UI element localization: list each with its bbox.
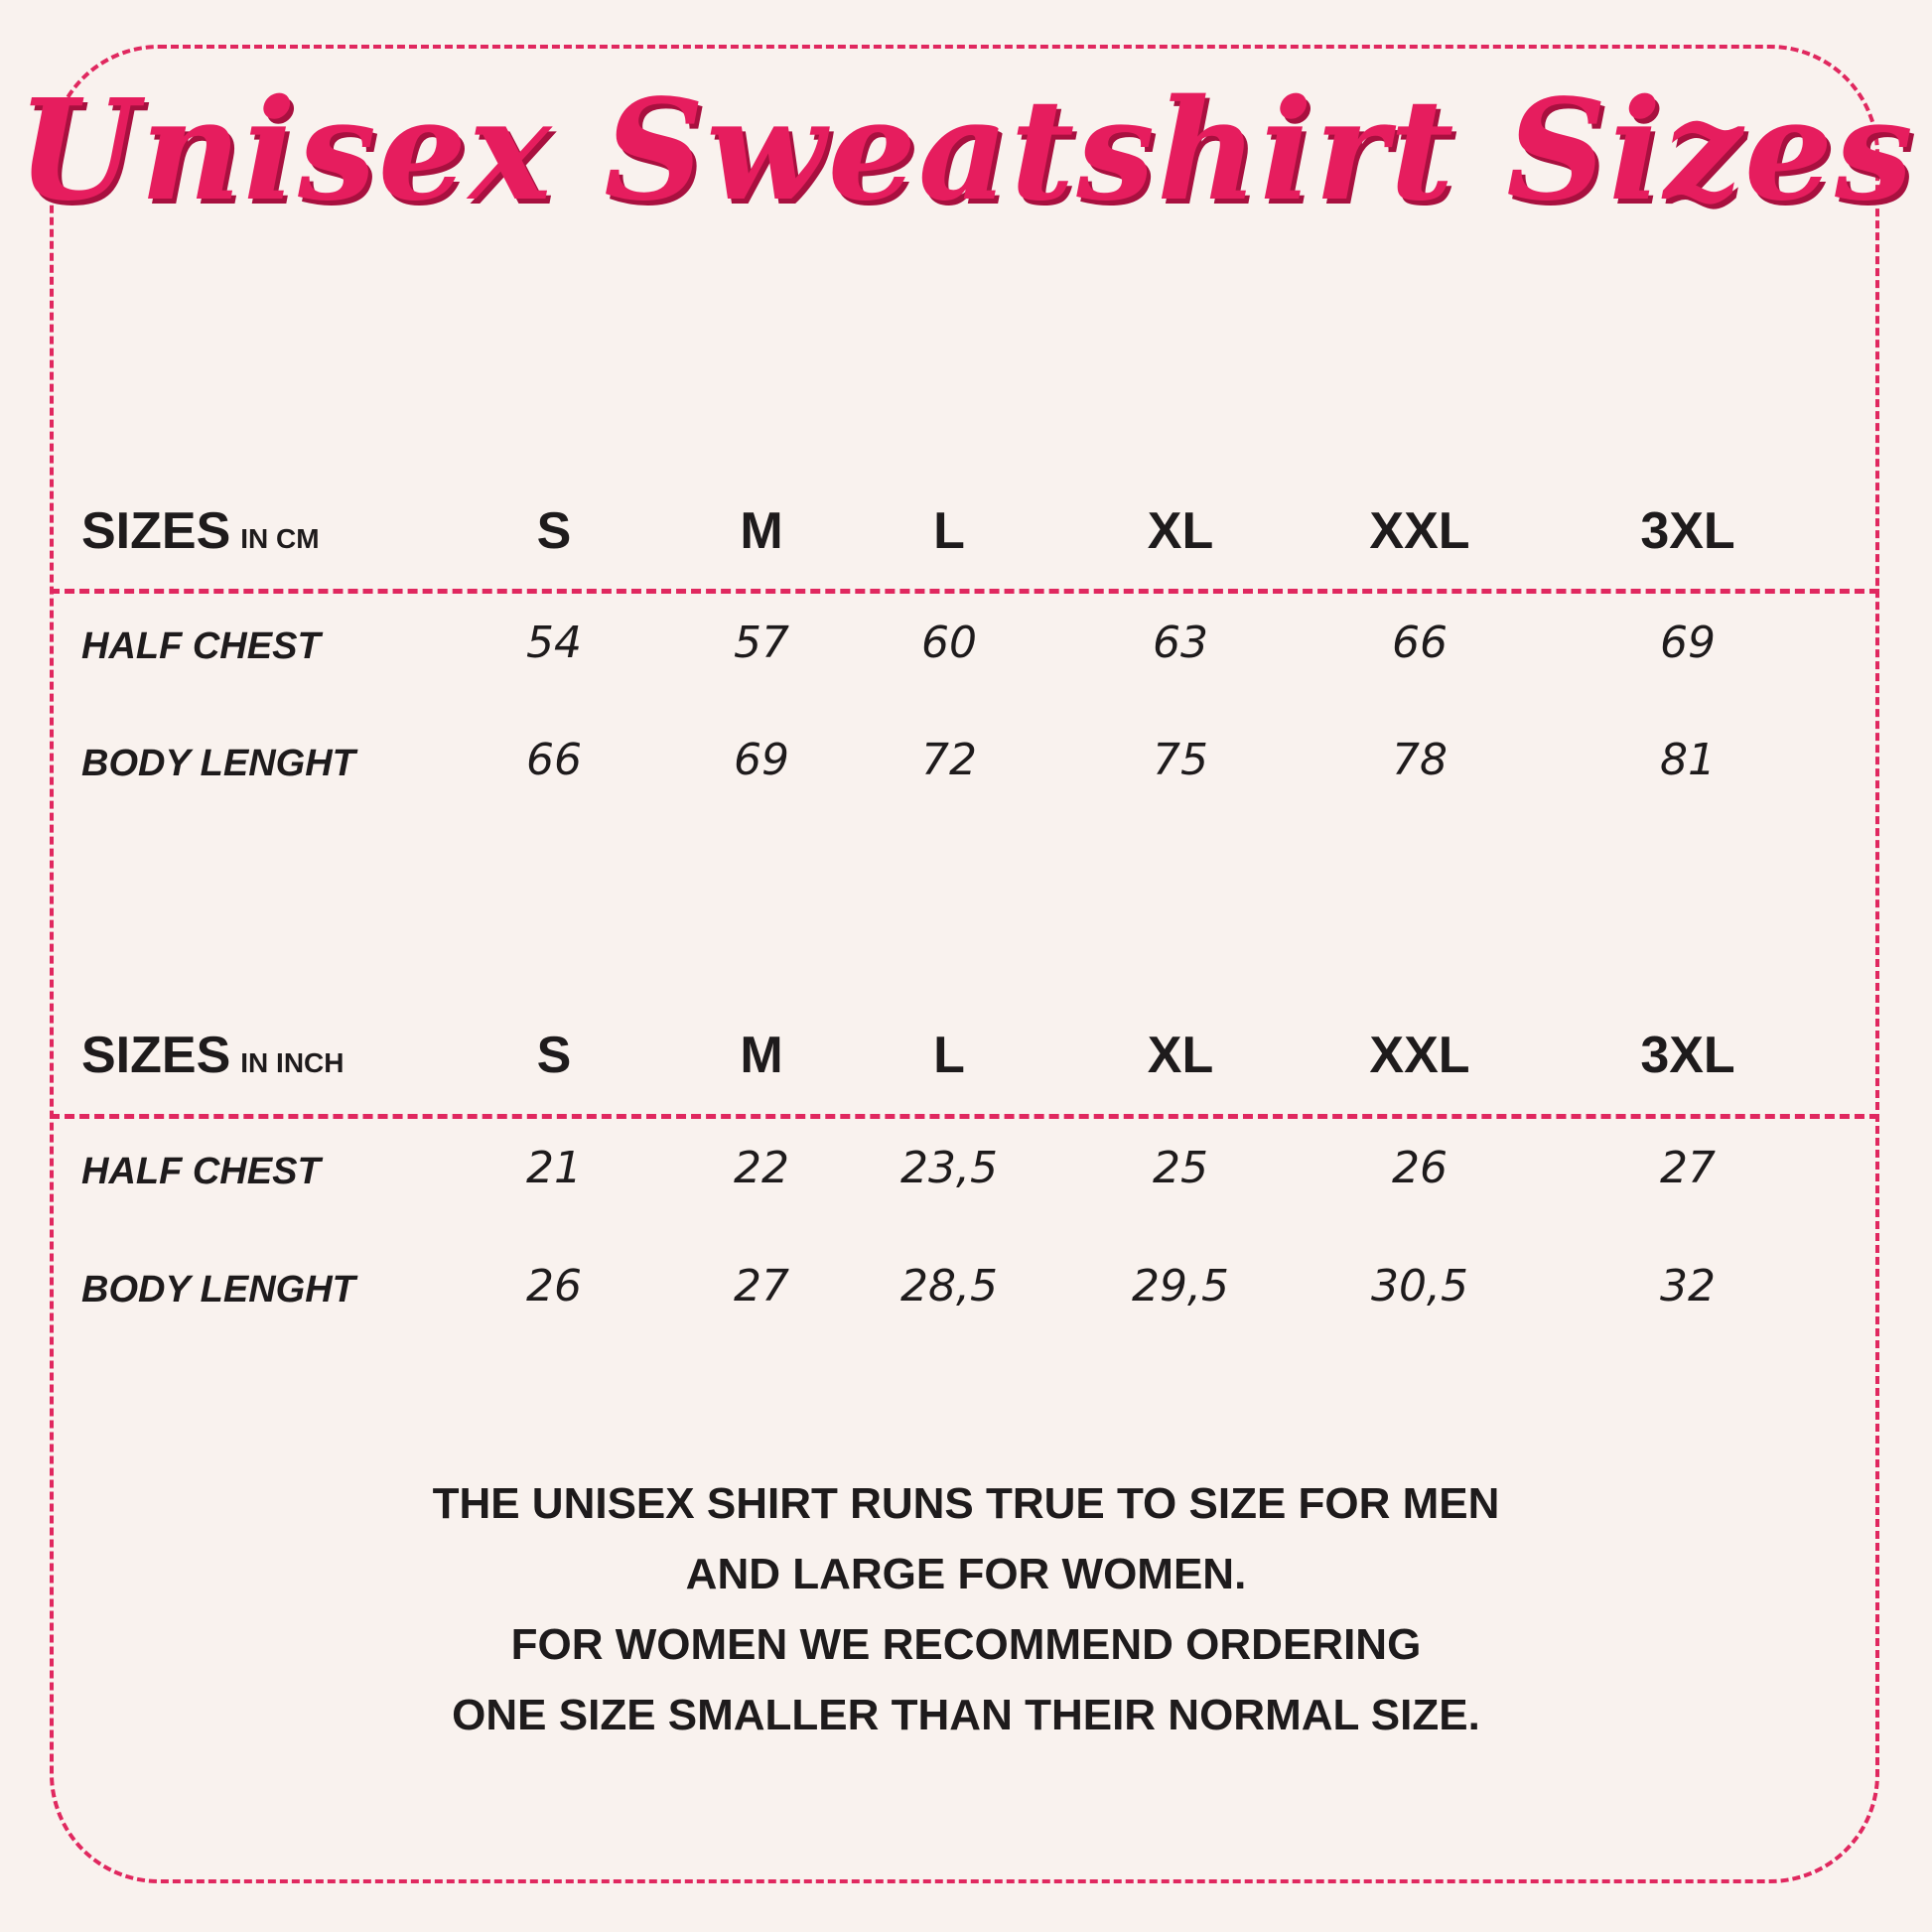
unit-label: IN INCH: [240, 1047, 345, 1078]
size-value: 66: [1392, 618, 1448, 668]
size-column-header: XXL: [1369, 502, 1470, 560]
size-value: 21: [526, 1143, 582, 1193]
divider: [50, 589, 1879, 594]
size-value: 66: [526, 735, 582, 785]
page-title: Unisex Sweatshirt Sizes: [17, 69, 1915, 232]
size-value: 26: [526, 1261, 582, 1311]
size-column-header: S: [536, 1027, 572, 1084]
size-value: 78: [1392, 735, 1448, 785]
size-value: 72: [921, 735, 977, 785]
unit-label: IN CM: [240, 523, 320, 554]
size-value: 27: [734, 1261, 789, 1311]
sizes-label: SIZES: [81, 502, 231, 560]
size-value: 22: [734, 1143, 789, 1193]
size-column-header: L: [933, 1027, 965, 1084]
size-column-header: M: [740, 502, 783, 560]
size-column-header: L: [933, 502, 965, 560]
size-column-header: M: [740, 1027, 783, 1084]
size-value: 30,5: [1371, 1261, 1468, 1311]
size-value: 60: [921, 618, 977, 668]
size-column-header: XL: [1147, 502, 1214, 560]
size-value: 69: [734, 735, 789, 785]
size-value: 25: [1153, 1143, 1208, 1193]
size-value: 27: [1660, 1143, 1716, 1193]
divider: [50, 1114, 1879, 1119]
size-column-header: S: [536, 502, 572, 560]
note-line: THE UNISEX SHIRT RUNS TRUE TO SIZE FOR M…: [432, 1479, 1500, 1528]
note-line: AND LARGE FOR WOMEN.: [685, 1550, 1247, 1598]
sizes-header: SIZES IN CM: [81, 501, 320, 561]
row-label: HALF CHEST: [81, 1151, 321, 1192]
row-label: BODY LENGHT: [81, 743, 355, 784]
size-column-header: XL: [1147, 1027, 1214, 1084]
size-value: 63: [1153, 618, 1208, 668]
size-value: 75: [1153, 735, 1208, 785]
note-line: ONE SIZE SMALLER THAN THEIR NORMAL SIZE.: [452, 1691, 1480, 1739]
size-value: 23,5: [900, 1143, 998, 1193]
row-label: HALF CHEST: [81, 625, 321, 667]
size-column-header: XXL: [1369, 1027, 1470, 1084]
size-value: 32: [1660, 1261, 1716, 1311]
size-value: 54: [526, 618, 582, 668]
size-value: 69: [1660, 618, 1716, 668]
size-value: 29,5: [1132, 1261, 1229, 1311]
sizes-label: SIZES: [81, 1027, 231, 1084]
size-column-header: 3XL: [1640, 1027, 1735, 1084]
dashed-border: [50, 45, 1879, 1883]
size-value: 28,5: [900, 1261, 998, 1311]
row-label: BODY LENGHT: [81, 1269, 355, 1311]
size-column-header: 3XL: [1640, 502, 1735, 560]
size-value: 81: [1660, 735, 1716, 785]
size-value: 26: [1392, 1143, 1448, 1193]
note-line: FOR WOMEN WE RECOMMEND ORDERING: [510, 1620, 1422, 1669]
sizes-header: SIZES IN INCH: [81, 1026, 345, 1085]
size-value: 57: [734, 618, 789, 668]
